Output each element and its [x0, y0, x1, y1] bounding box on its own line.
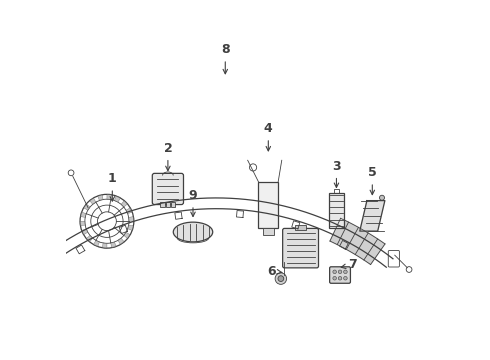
- Polygon shape: [80, 221, 85, 226]
- FancyBboxPatch shape: [152, 174, 183, 204]
- Polygon shape: [84, 204, 90, 210]
- Circle shape: [338, 270, 342, 274]
- Bar: [166, 202, 170, 207]
- Circle shape: [333, 276, 337, 280]
- Polygon shape: [128, 225, 133, 230]
- Bar: [295, 225, 306, 230]
- Ellipse shape: [173, 222, 213, 242]
- Text: 7: 7: [341, 258, 357, 271]
- Circle shape: [343, 276, 347, 280]
- Bar: [334, 189, 339, 193]
- Polygon shape: [121, 201, 127, 207]
- Polygon shape: [80, 212, 86, 217]
- Polygon shape: [86, 235, 93, 242]
- Polygon shape: [98, 195, 103, 201]
- Polygon shape: [124, 232, 130, 239]
- Polygon shape: [330, 218, 385, 265]
- Polygon shape: [102, 243, 107, 248]
- Text: 2: 2: [164, 142, 172, 171]
- Circle shape: [275, 273, 287, 284]
- Circle shape: [338, 276, 342, 280]
- FancyBboxPatch shape: [283, 228, 318, 268]
- Text: 3: 3: [332, 160, 341, 188]
- Bar: [258, 182, 278, 228]
- Text: 6: 6: [268, 265, 282, 278]
- Polygon shape: [118, 238, 124, 244]
- Circle shape: [379, 195, 385, 200]
- Text: 1: 1: [108, 172, 117, 201]
- Polygon shape: [115, 196, 121, 202]
- Polygon shape: [90, 198, 96, 204]
- Bar: [171, 202, 175, 207]
- Polygon shape: [111, 242, 116, 248]
- Text: 8: 8: [221, 43, 230, 74]
- Text: 9: 9: [189, 189, 197, 216]
- Polygon shape: [360, 201, 385, 231]
- Circle shape: [278, 276, 284, 282]
- Polygon shape: [94, 240, 99, 247]
- Text: 4: 4: [264, 122, 272, 151]
- Circle shape: [343, 270, 347, 274]
- FancyBboxPatch shape: [330, 267, 350, 283]
- Bar: [329, 193, 344, 228]
- Polygon shape: [82, 229, 88, 235]
- Text: 5: 5: [368, 166, 377, 195]
- Polygon shape: [129, 217, 134, 221]
- Polygon shape: [107, 194, 112, 199]
- Bar: [160, 202, 165, 207]
- Bar: [263, 228, 274, 235]
- Circle shape: [333, 270, 337, 274]
- Polygon shape: [126, 208, 132, 214]
